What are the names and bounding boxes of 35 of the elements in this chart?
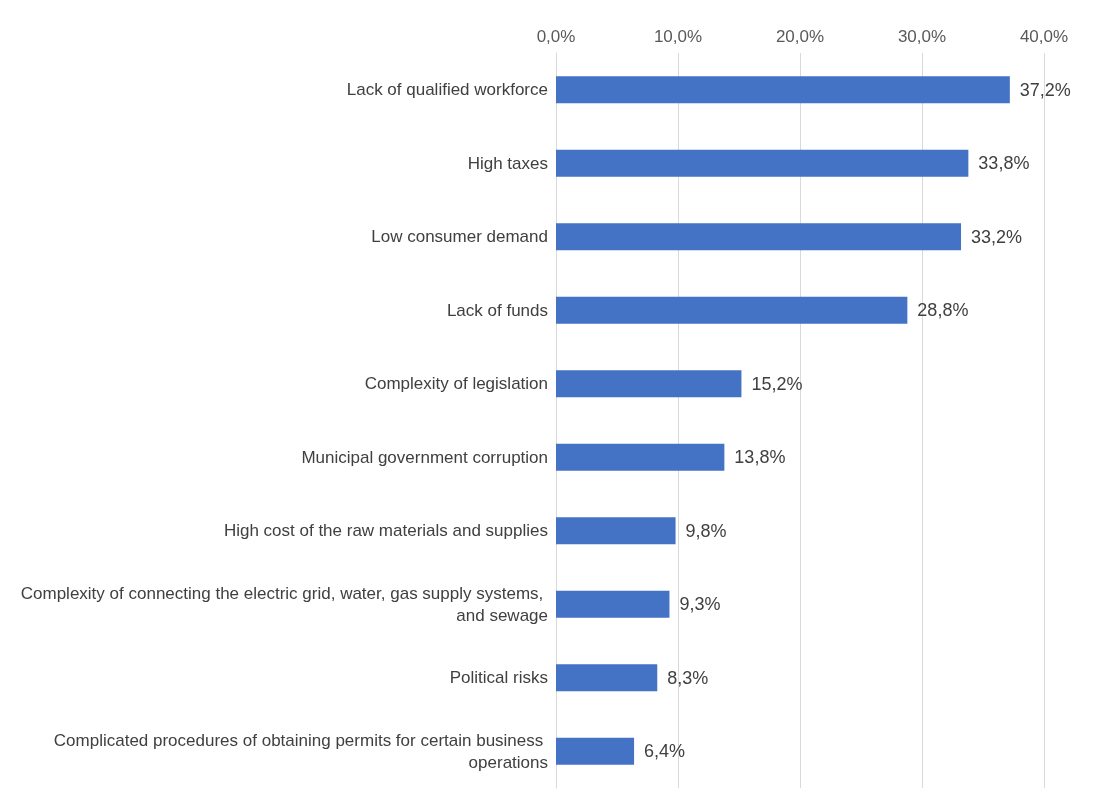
bar (556, 664, 658, 692)
x-tick-label: 0,0% (536, 27, 576, 46)
data-label: 33,8% (978, 153, 1030, 174)
x-tick-label: 20,0% (775, 27, 825, 46)
data-label: 8,3% (667, 667, 709, 688)
y-tick-label: Municipal government corruption (301, 447, 548, 467)
bar (556, 517, 676, 545)
y-tick-label: High taxes (467, 153, 548, 173)
bar (556, 76, 1010, 104)
y-tick-label: Low consumer demand (371, 227, 548, 247)
x-tick-label: 10,0% (653, 27, 703, 46)
data-label: 13,8% (734, 447, 786, 468)
data-label: 28,8% (917, 300, 969, 321)
x-tick-label: 30,0% (897, 27, 947, 46)
data-label: 33,2% (971, 226, 1023, 247)
y-tick-label: Political risks (449, 668, 548, 688)
bar (556, 370, 742, 398)
data-label: 9,3% (679, 594, 721, 615)
bar (556, 590, 670, 618)
bar (556, 737, 635, 765)
y-tick-label: Lack of funds (446, 300, 548, 320)
y-tick-label: Complexity of legislation (364, 374, 548, 394)
bar (556, 149, 969, 177)
bar (556, 296, 908, 324)
data-label: 15,2% (751, 373, 803, 394)
y-tick-label: High cost of the raw materials and supplies (223, 521, 548, 541)
y-tick-label: Lack of qualified workforce (346, 80, 548, 100)
data-label: 6,4% (644, 741, 686, 762)
bar (556, 223, 962, 251)
data-label: 9,8% (685, 520, 727, 541)
y-tick-label: Complexity of connecting the electric grid, water, gas supply systems, and sewage (20, 583, 548, 625)
x-tick-label: 40,0% (1019, 27, 1069, 46)
data-label: 37,2% (1019, 79, 1071, 100)
bar (556, 443, 725, 471)
y-tick-label: Complicated procedures of obtaining permits for certain business operations (53, 730, 548, 772)
